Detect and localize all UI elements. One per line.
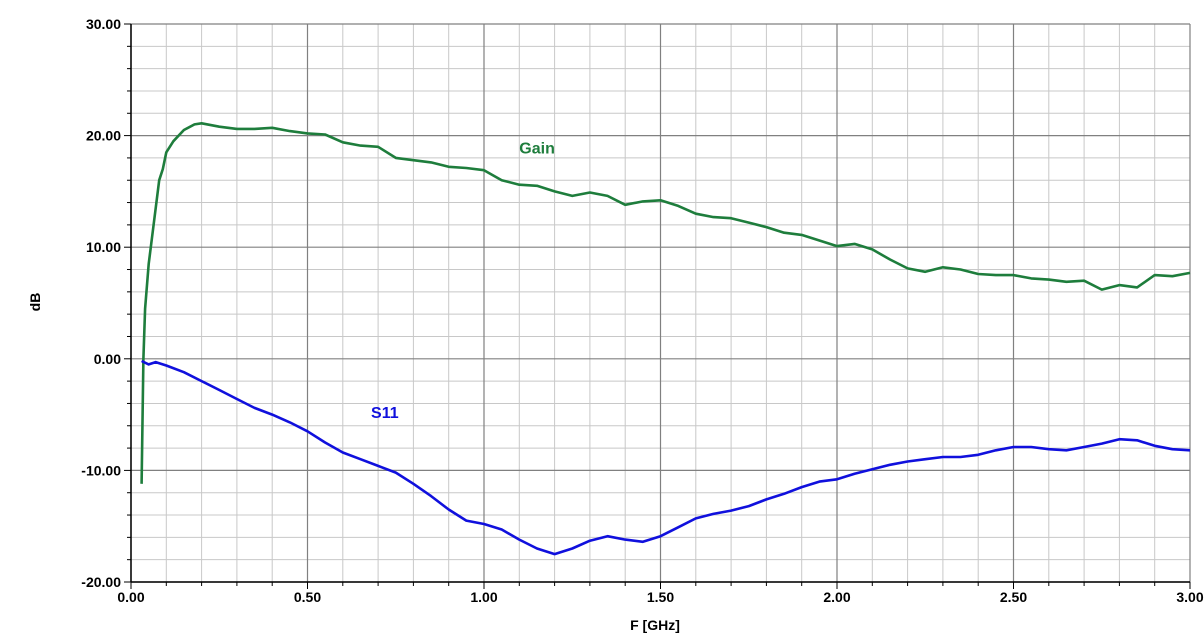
x-tick-label: 3.00 (1176, 589, 1203, 605)
series-lines (140, 122, 1191, 556)
y-axis-title: dB (27, 293, 43, 312)
series-line-gain (140, 122, 1191, 484)
x-tick-label: 1.00 (470, 589, 497, 605)
x-tick-label: 2.50 (1000, 589, 1027, 605)
x-tick-label: 2.00 (823, 589, 850, 605)
y-tick-label: 20.00 (86, 128, 121, 144)
x-tick-label: 1.50 (647, 589, 674, 605)
x-tick-label: 0.50 (294, 589, 321, 605)
y-tick-label: 30.00 (86, 16, 121, 32)
x-tick-label: 0.00 (117, 589, 144, 605)
y-tick-label: 10.00 (86, 239, 121, 255)
axes (124, 23, 1191, 589)
series-label-s11: S11 (371, 405, 399, 422)
y-tick-label: 0.00 (94, 351, 121, 367)
y-tick-labels: -20.00 -10.00 0.00 10.00 20.00 30.00 (81, 16, 121, 590)
x-axis-title: F [GHz] (630, 617, 680, 633)
series-label-gain: Gain (519, 140, 555, 157)
y-tick-label: -20.00 (81, 574, 121, 590)
series-labels: Gain S11 (371, 140, 555, 421)
y-tick-label: -10.00 (81, 462, 121, 478)
x-tick-labels: 0.00 0.50 1.00 1.50 2.00 2.50 3.00 (117, 589, 1203, 605)
series-line-s11 (141, 359, 1191, 556)
